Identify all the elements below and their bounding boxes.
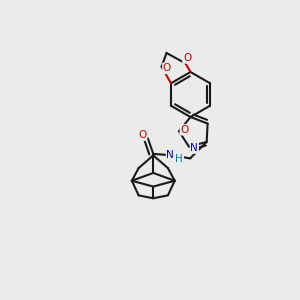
Text: O: O bbox=[180, 125, 188, 135]
Text: N: N bbox=[190, 143, 198, 153]
Text: O: O bbox=[183, 53, 191, 63]
Text: O: O bbox=[163, 63, 171, 74]
Text: N: N bbox=[167, 150, 174, 160]
Text: O: O bbox=[138, 130, 147, 140]
Text: H: H bbox=[176, 154, 183, 164]
